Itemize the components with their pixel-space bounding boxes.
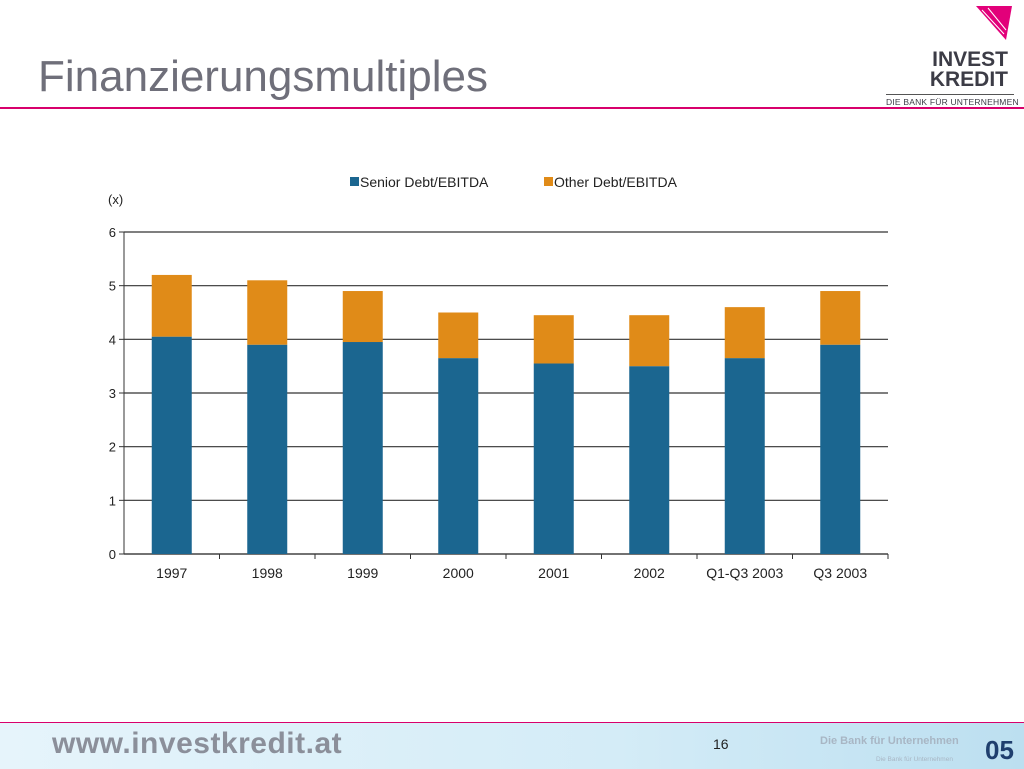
chart-bars [151,274,861,554]
y-tick-label: 6 [109,225,116,240]
y-tick-label: 4 [109,332,116,347]
bar-senior-1998 [247,344,288,554]
y-axis-ticks: 0 1 2 3 4 5 6 [109,225,125,562]
bar-senior-q3-2003 [820,344,861,554]
footer-tagline-small: Die Bank für Unternehmen [876,756,953,763]
footer-tagline: Die Bank für Unternehmen [820,735,959,747]
logo-tagline: DIE BANK FÜR UNTERNEHMEN [886,97,1019,107]
legend-label-other: Other Debt/EBITDA [554,174,678,190]
y-tick-label: 0 [109,547,116,562]
x-tick-label: Q1-Q3 2003 [706,565,783,581]
x-axis-ticks: 1997 1998 1999 2000 2001 2002 Q1-Q3 2003 Q3 200… [156,554,889,581]
x-tick-label: Q3 2003 [813,565,867,581]
x-tick-label: 2002 [634,565,665,581]
footer-year-mark: 05 [985,735,1014,765]
x-tick-label: 1997 [156,565,187,581]
page-title: Finanzierungsmultiples [38,52,488,101]
bar-senior-1999 [342,342,383,554]
legend-swatch-senior [350,177,359,186]
bar-other-1997 [151,274,192,337]
logo-triangle-icon [976,6,1012,40]
bar-other-2000 [438,312,479,359]
y-tick-label: 3 [109,386,116,401]
y-tick-label: 5 [109,279,116,294]
bar-senior-q1-q3-2003 [724,358,765,554]
logo-line2: KREDIT [929,68,1008,91]
bar-other-1999 [342,291,383,343]
y-axis-label: (x) [108,192,123,207]
bar-other-1998 [247,280,288,345]
bar-other-2002 [629,315,670,367]
legend-label-senior: Senior Debt/EBITDA [360,174,489,190]
logo-line1: INVEST [932,48,1008,71]
logo-divider [886,94,1014,95]
x-tick-label: 2000 [443,565,474,581]
bar-senior-2000 [438,358,479,554]
bar-other-q1-q3-2003 [724,307,765,359]
x-tick-label: 2001 [538,565,569,581]
x-tick-label: 1998 [252,565,283,581]
y-tick-label: 2 [109,440,116,455]
bar-other-q3-2003 [820,291,861,345]
title-divider [0,107,1024,109]
bar-senior-2002 [629,366,670,554]
page-number: 16 [713,736,729,752]
bar-senior-1997 [151,336,192,554]
x-tick-label: 1999 [347,565,378,581]
bar-other-2001 [533,315,574,364]
financing-multiples-chart: Senior Debt/EBITDA Other Debt/EBITDA (x) … [108,174,889,581]
footer-bar: www.investkredit.at 16 Die Bank für Unte… [0,722,1024,769]
chart-legend: Senior Debt/EBITDA Other Debt/EBITDA [350,174,678,190]
bar-senior-2001 [533,363,574,554]
chart-grid [124,231,888,555]
footer-url-link[interactable]: www.investkredit.at [52,727,343,760]
investkredit-logo: INVEST KREDIT DIE BANK FÜR UNTERNEHMEN [880,4,1020,108]
legend-swatch-other [544,177,553,186]
y-tick-label: 1 [109,493,116,508]
